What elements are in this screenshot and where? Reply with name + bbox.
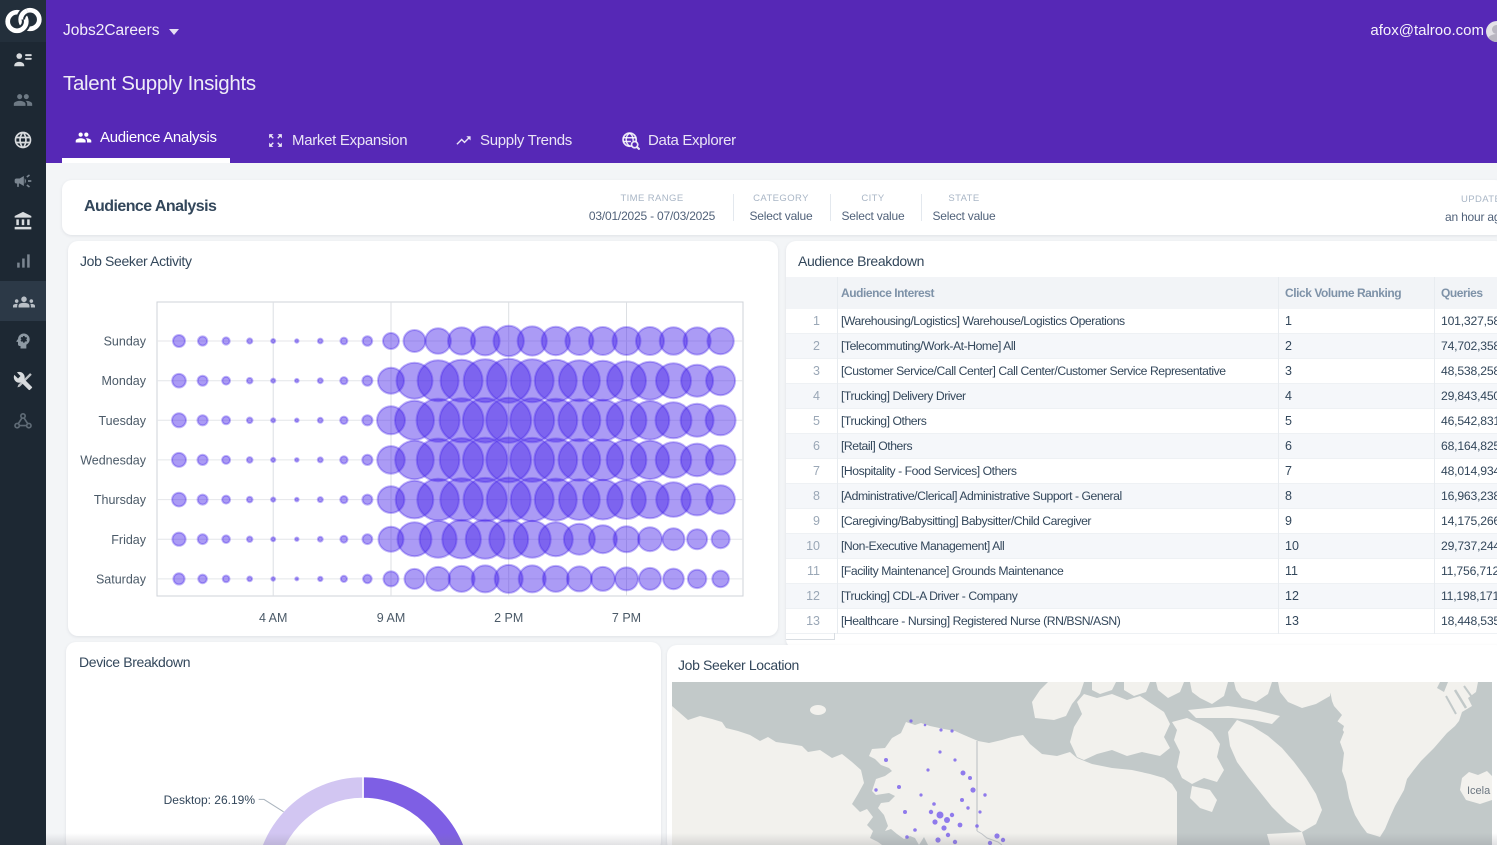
svg-text:Thursday: Thursday [94,493,147,507]
svg-text:Monday: Monday [102,374,147,388]
svg-text:Friday: Friday [111,533,146,547]
svg-text:Icela: Icela [1467,785,1491,797]
svg-text:Wednesday: Wednesday [80,453,147,467]
svg-text:Tuesday: Tuesday [99,414,147,428]
svg-text:4 AM: 4 AM [259,611,288,625]
svg-text:7 PM: 7 PM [612,611,641,625]
svg-text:2 PM: 2 PM [494,611,523,625]
svg-text:Desktop: 26.19%: Desktop: 26.19% [164,793,256,807]
svg-text:Saturday: Saturday [96,572,147,586]
svg-text:9 AM: 9 AM [377,611,406,625]
svg-text:Sunday: Sunday [104,335,147,349]
